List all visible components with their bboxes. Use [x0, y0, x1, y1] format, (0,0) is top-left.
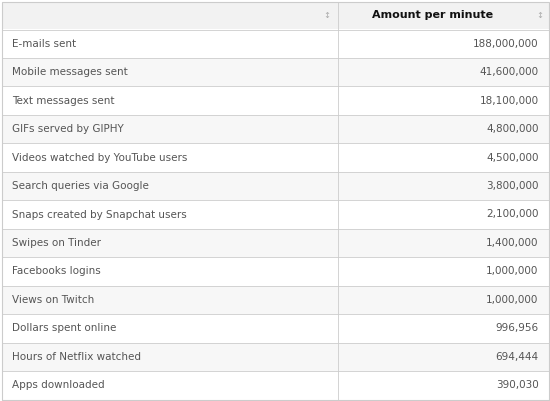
Text: Snaps created by Snapchat users: Snaps created by Snapchat users: [13, 209, 187, 219]
Text: Hours of Netflix watched: Hours of Netflix watched: [13, 352, 141, 362]
Bar: [2, 115, 548, 143]
Bar: [2, 200, 548, 229]
Text: GIFs served by GIPHY: GIFs served by GIPHY: [13, 124, 124, 134]
Text: ↕: ↕: [536, 11, 543, 20]
Text: Dollars spent online: Dollars spent online: [13, 323, 117, 333]
Bar: [2, 286, 548, 314]
Bar: [2, 172, 548, 200]
Text: 3,800,000: 3,800,000: [486, 181, 538, 191]
Bar: [2, 58, 548, 87]
Bar: [2, 371, 548, 399]
Bar: [2, 2, 548, 30]
Text: ↕: ↕: [323, 11, 330, 20]
Text: Views on Twitch: Views on Twitch: [13, 295, 95, 305]
Text: E-mails sent: E-mails sent: [13, 39, 76, 49]
Text: Amount per minute: Amount per minute: [372, 10, 493, 20]
Text: Mobile messages sent: Mobile messages sent: [13, 67, 128, 77]
Text: 996,956: 996,956: [496, 323, 538, 333]
Bar: [2, 257, 548, 286]
Text: 18,100,000: 18,100,000: [480, 96, 538, 105]
Text: 390,030: 390,030: [496, 380, 538, 390]
Bar: [2, 342, 548, 371]
Text: 4,800,000: 4,800,000: [486, 124, 538, 134]
Text: 1,000,000: 1,000,000: [486, 266, 538, 276]
Bar: [2, 87, 548, 115]
Text: 41,600,000: 41,600,000: [480, 67, 538, 77]
Bar: [2, 143, 548, 172]
Text: 2,100,000: 2,100,000: [486, 209, 538, 219]
Text: 694,444: 694,444: [496, 352, 538, 362]
Text: 1,400,000: 1,400,000: [486, 238, 538, 248]
Bar: [2, 229, 548, 257]
Text: 188,000,000: 188,000,000: [473, 39, 538, 49]
Bar: [2, 314, 548, 342]
Text: 1,000,000: 1,000,000: [486, 295, 538, 305]
Text: Swipes on Tinder: Swipes on Tinder: [13, 238, 102, 248]
Text: Apps downloaded: Apps downloaded: [13, 380, 105, 390]
Text: 4,500,000: 4,500,000: [486, 152, 538, 162]
Text: Facebooks logins: Facebooks logins: [13, 266, 101, 276]
Text: Text messages sent: Text messages sent: [13, 96, 115, 105]
Text: Videos watched by YouTube users: Videos watched by YouTube users: [13, 152, 188, 162]
Text: Search queries via Google: Search queries via Google: [13, 181, 150, 191]
Bar: [2, 30, 548, 58]
